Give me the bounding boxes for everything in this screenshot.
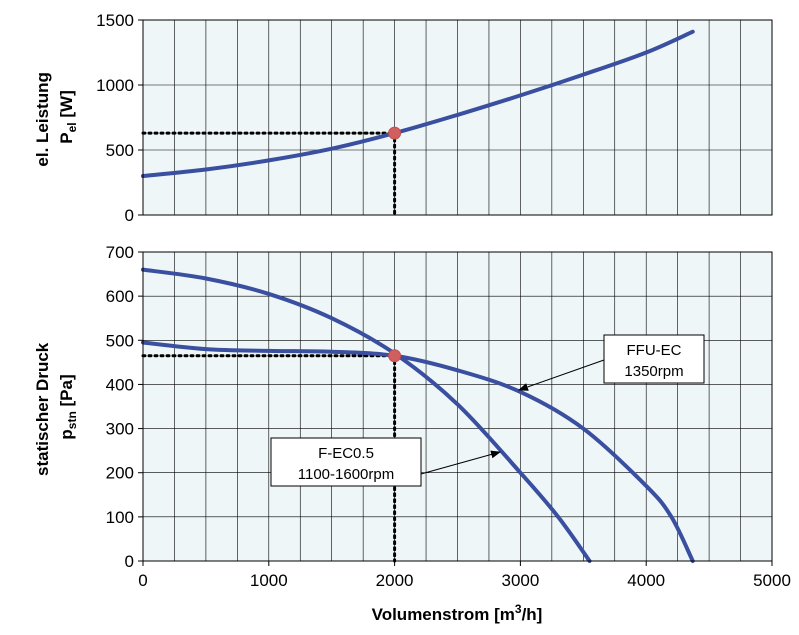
x-label-main: Volumenstrom [m <box>372 605 515 624</box>
power-plot-frame <box>142 19 773 216</box>
power-reference-lines <box>141 131 397 217</box>
annotation-f-ec05-box <box>270 437 422 487</box>
x-tick-label: 1000 <box>250 571 288 590</box>
x-tick-label: 2000 <box>376 571 414 590</box>
power-y-tick-label: 0 <box>125 206 134 225</box>
pressure-panel: 0 100 200 300 400 500 600 700 0 1000 2000 3000 4000… <box>33 243 791 624</box>
pressure-x-ticks: 0 1000 2000 3000 4000 5000 <box>138 561 791 590</box>
x-tick-label: 4000 <box>627 571 665 590</box>
power-y-ticks: 0 500 1000 1500 <box>96 11 143 225</box>
pressure-y-label-unit: [Pa] <box>57 374 76 411</box>
x-tick-label: 3000 <box>501 571 539 590</box>
pressure-y-tick-label: 600 <box>106 287 134 306</box>
pressure-y-tick-label: 100 <box>106 508 134 527</box>
x-tick-label: 5000 <box>753 571 791 590</box>
power-y-label-unit: [W] <box>57 90 76 122</box>
power-y-tick-label: 1000 <box>96 76 134 95</box>
annotation-ffu-ec: FFU-EC 1350rpm <box>518 334 705 391</box>
pressure-y-tick-label: 200 <box>106 464 134 483</box>
annotation-f-ec05-arrow <box>420 450 501 475</box>
power-operating-point-marker <box>388 126 402 140</box>
power-grid <box>143 20 772 215</box>
pressure-y-label-symbol: p <box>57 429 76 439</box>
power-y-tick-label: 500 <box>106 141 134 160</box>
annotation-f-ec05-line1: F-EC0.5 <box>318 445 374 462</box>
annotation-ffu-ec-line2: 1350rpm <box>624 363 683 380</box>
pressure-y-tick-label: 700 <box>106 243 134 262</box>
power-y-tick-label: 1500 <box>96 11 134 30</box>
pressure-y-tick-label: 0 <box>125 552 134 571</box>
power-panel: 0 500 1000 1500 el. Leistung Pel [W] <box>33 11 773 225</box>
pressure-y-label-sub: stn <box>65 411 79 429</box>
pressure-operating-point <box>388 349 402 363</box>
pressure-y-tick-label: 500 <box>106 331 134 350</box>
x-tick-label: 0 <box>138 571 147 590</box>
pressure-y-ticks: 0 100 200 300 400 500 600 700 <box>106 243 143 571</box>
x-axis-label: Volumenstrom [m3/h] <box>372 602 543 624</box>
power-y-axis-label: el. Leistung Pel [W] <box>33 67 79 166</box>
pressure-plot-frame <box>142 251 773 562</box>
power-y-label-main: el. Leistung <box>33 72 52 166</box>
pressure-y-label-main: statischer Druck <box>33 342 52 476</box>
pressure-y-tick-label: 300 <box>106 420 134 439</box>
annotation-f-ec05: F-EC0.5 1100-1600rpm <box>270 437 501 487</box>
power-y-label-symbol: P <box>57 132 76 143</box>
power-y-label-sub: el <box>65 122 79 132</box>
x-label-end: /h] <box>522 605 543 624</box>
annotation-ffu-ec-line1: FFU-EC <box>627 342 682 359</box>
power-operating-point <box>388 126 402 140</box>
x-label-sup: 3 <box>515 602 522 616</box>
annotation-ffu-ec-box <box>603 334 705 384</box>
power-series <box>141 29 695 178</box>
pressure-y-tick-label: 400 <box>106 375 134 394</box>
pressure-operating-point-marker <box>388 349 402 363</box>
pressure-y-axis-label: statischer Druck pstn [Pa] <box>33 338 79 476</box>
power-series-line-0 <box>141 29 695 178</box>
annotation-ffu-ec-arrow <box>518 359 605 391</box>
annotation-f-ec05-line2: 1100-1600rpm <box>298 466 394 483</box>
pressure-series-line-0 <box>141 340 695 563</box>
